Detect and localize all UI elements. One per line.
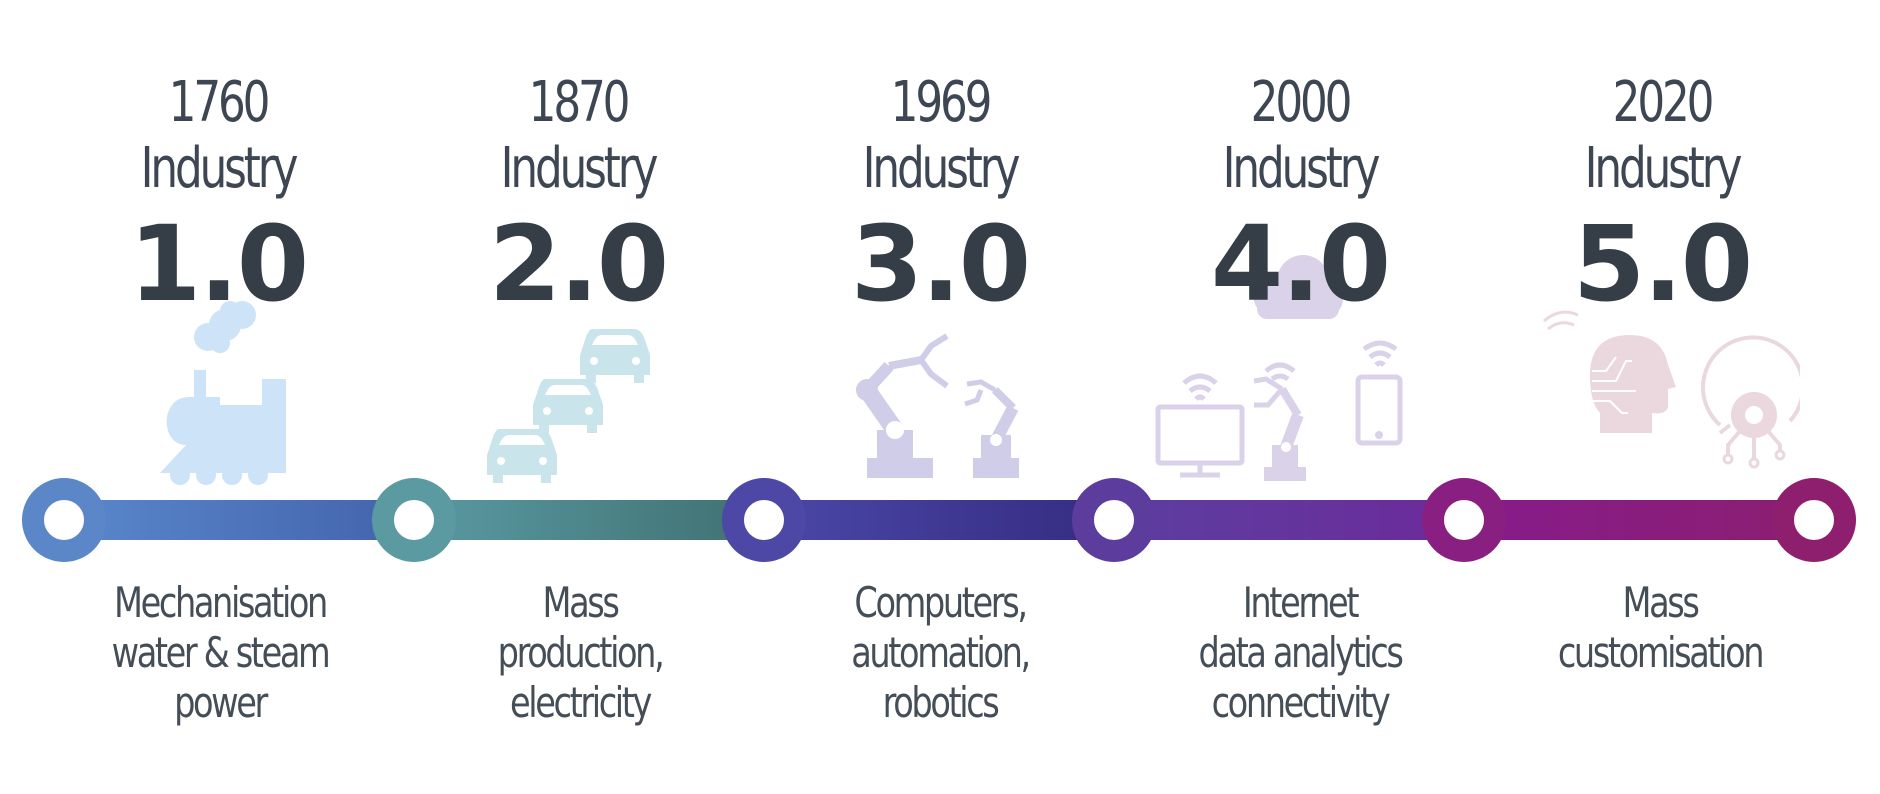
cars-icon [487, 329, 650, 483]
desc-line: Computers, [854, 578, 1028, 627]
era-description-1: Mechanisation water & steam power [84, 578, 356, 728]
connected-devices-icon [1155, 340, 1403, 481]
desc-line: water & steam [111, 628, 331, 677]
timeline-segment-2 [410, 500, 770, 540]
era-header-1: 1760 Industry 1.0 [68, 70, 368, 324]
era-description-5: Mass customisation [1524, 578, 1796, 678]
desc-line: connectivity [1211, 678, 1391, 727]
desc-line: Mechanisation [114, 578, 328, 627]
era-description-2: Mass production, electricity [444, 578, 716, 728]
timeline-node-end [1772, 478, 1856, 562]
desc-line: power [174, 678, 268, 727]
desc-line: electricity [510, 678, 652, 727]
era-description-4: Internet data analytics connectivity [1164, 578, 1436, 728]
robot-arms-icon [856, 333, 1019, 478]
desc-line: production, [497, 628, 665, 677]
timeline-node-2 [372, 478, 456, 562]
era-header-4: 2000 Industry 4.0 [1150, 70, 1450, 324]
timeline-segment-4 [1110, 500, 1470, 540]
era-version: 5.0 [1572, 203, 1753, 325]
desc-line: Mass [542, 578, 620, 627]
era-version: 2.0 [488, 203, 669, 325]
timeline-node-1 [22, 478, 106, 562]
era-year: 2000 [1250, 70, 1353, 135]
era-label: Industry [862, 136, 1021, 201]
desc-line: automation, [851, 628, 1031, 677]
steam-locomotive-icon [160, 301, 286, 485]
era-header-2: 1870 Industry 2.0 [428, 70, 728, 324]
era-year: 1969 [890, 70, 993, 135]
desc-line: robotics [882, 678, 1000, 727]
era-description-3: Computers, automation, robotics [804, 578, 1076, 728]
desc-line: Mass [1622, 578, 1700, 627]
era-label: Industry [500, 136, 659, 201]
era-label: Industry [1222, 136, 1381, 201]
timeline-node-4 [1072, 478, 1156, 562]
era-header-3: 1969 Industry 3.0 [790, 70, 1090, 324]
timeline [0, 470, 1880, 570]
cloud-icon [1253, 255, 1343, 319]
era-year: 2020 [1612, 70, 1715, 135]
timeline-segment-3 [760, 500, 1120, 540]
era-label: Industry [1584, 136, 1743, 201]
ai-head-gear-icon [1543, 310, 1800, 469]
era-header-5: 2020 Industry 5.0 [1512, 70, 1812, 324]
timeline-segment-5 [1460, 500, 1820, 540]
era-year: 1870 [528, 70, 631, 135]
desc-line: Internet [1242, 578, 1360, 627]
era-version: 4.0 [1210, 203, 1391, 325]
era-version: 1.0 [128, 203, 309, 325]
era-label: Industry [140, 136, 299, 201]
era-year: 1760 [168, 70, 271, 135]
timeline-node-3 [722, 478, 806, 562]
desc-line: customisation [1557, 628, 1765, 677]
era-version: 3.0 [850, 203, 1031, 325]
timeline-node-5 [1422, 478, 1506, 562]
desc-line: data analytics [1198, 628, 1404, 677]
timeline-segment-1 [60, 500, 420, 540]
